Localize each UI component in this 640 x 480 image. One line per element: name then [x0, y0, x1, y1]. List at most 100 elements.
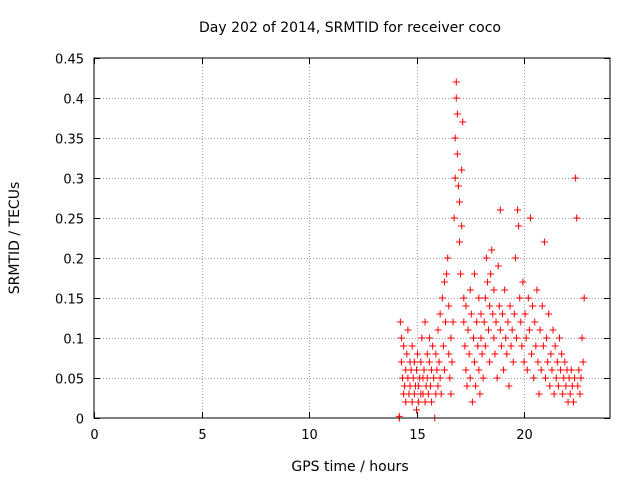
data-point	[481, 342, 489, 350]
data-point	[458, 166, 466, 174]
x-axis-label: GPS time / hours	[291, 459, 408, 475]
data-point	[518, 342, 526, 350]
data-point	[537, 366, 545, 374]
data-point	[506, 302, 514, 310]
data-point	[454, 182, 462, 190]
data-point	[542, 374, 549, 382]
data-point	[514, 206, 522, 214]
data-point	[493, 374, 501, 382]
data-point	[567, 366, 575, 374]
data-point	[544, 358, 552, 366]
data-point	[404, 326, 412, 334]
data-point	[576, 390, 584, 398]
data-point	[532, 342, 540, 350]
x-tick-label: 15	[409, 428, 426, 443]
data-point	[501, 286, 509, 294]
data-point	[483, 278, 491, 286]
data-point	[517, 318, 525, 326]
data-point	[464, 326, 472, 334]
y-axis-label: SRMTID / TECUs	[7, 182, 23, 295]
y-tick-label: 0.15	[55, 293, 84, 308]
data-point	[471, 358, 479, 366]
data-point	[539, 342, 547, 350]
data-point	[469, 334, 477, 342]
data-point	[445, 350, 453, 358]
x-tick-label: 0	[90, 428, 98, 443]
data-point	[403, 350, 411, 358]
data-point	[417, 358, 425, 366]
data-point	[504, 318, 512, 326]
data-point	[516, 294, 524, 302]
y-tick-label: 0.2	[63, 253, 84, 268]
data-point	[426, 382, 434, 390]
data-point	[463, 382, 471, 390]
data-point	[478, 350, 486, 358]
data-point	[410, 390, 418, 398]
data-point	[492, 318, 500, 326]
data-point	[580, 294, 588, 302]
chart-title: Day 202 of 2014, SRMTID for receiver coc…	[199, 20, 501, 36]
data-point	[524, 294, 532, 302]
data-point	[396, 318, 404, 326]
data-point	[428, 398, 436, 406]
data-point	[451, 174, 459, 182]
data-point	[485, 326, 493, 334]
data-point	[400, 342, 408, 350]
data-point	[452, 78, 460, 86]
data-point	[415, 398, 423, 406]
data-point	[495, 302, 503, 310]
data-point	[546, 382, 554, 390]
data-point	[453, 150, 461, 158]
data-point	[474, 342, 482, 350]
data-point	[578, 334, 586, 342]
data-point	[569, 398, 577, 406]
data-points	[395, 78, 588, 422]
data-point	[465, 350, 473, 358]
data-point	[534, 358, 542, 366]
data-point	[574, 382, 582, 390]
y-tick-label: 0	[76, 413, 84, 428]
data-point	[566, 390, 574, 398]
data-point	[425, 358, 433, 366]
data-point	[557, 366, 565, 374]
data-point	[487, 270, 495, 278]
data-point	[523, 366, 531, 374]
y-tick-label: 0.05	[55, 373, 84, 388]
data-point	[439, 342, 447, 350]
x-tick-label: 20	[516, 428, 533, 443]
data-point	[554, 382, 562, 390]
data-point	[397, 358, 405, 366]
data-point	[435, 358, 443, 366]
data-point	[462, 366, 470, 374]
data-point	[466, 286, 474, 294]
data-point	[397, 334, 405, 342]
data-point	[466, 374, 474, 382]
y-tick-label: 0.4	[63, 93, 84, 108]
data-point	[447, 334, 455, 342]
y-tick-label: 0.45	[55, 53, 84, 68]
data-point	[500, 366, 508, 374]
data-point	[497, 342, 505, 350]
data-point	[409, 374, 417, 382]
data-point	[415, 382, 423, 390]
data-point	[410, 358, 418, 366]
data-point	[572, 174, 580, 182]
data-point	[418, 334, 426, 342]
data-point	[440, 366, 448, 374]
data-point	[446, 374, 454, 382]
data-point	[442, 318, 450, 326]
y-tick-label: 0.25	[55, 213, 84, 228]
data-point	[473, 318, 481, 326]
y-tick-label: 0.3	[63, 173, 84, 188]
data-point	[573, 214, 581, 222]
data-point	[456, 198, 463, 206]
data-point	[530, 374, 538, 382]
data-point	[525, 326, 533, 334]
data-point	[490, 286, 498, 294]
data-point	[460, 294, 468, 302]
data-point	[413, 366, 420, 374]
data-point	[481, 294, 489, 302]
data-point	[475, 294, 483, 302]
data-point	[490, 334, 498, 342]
data-point	[522, 334, 530, 342]
